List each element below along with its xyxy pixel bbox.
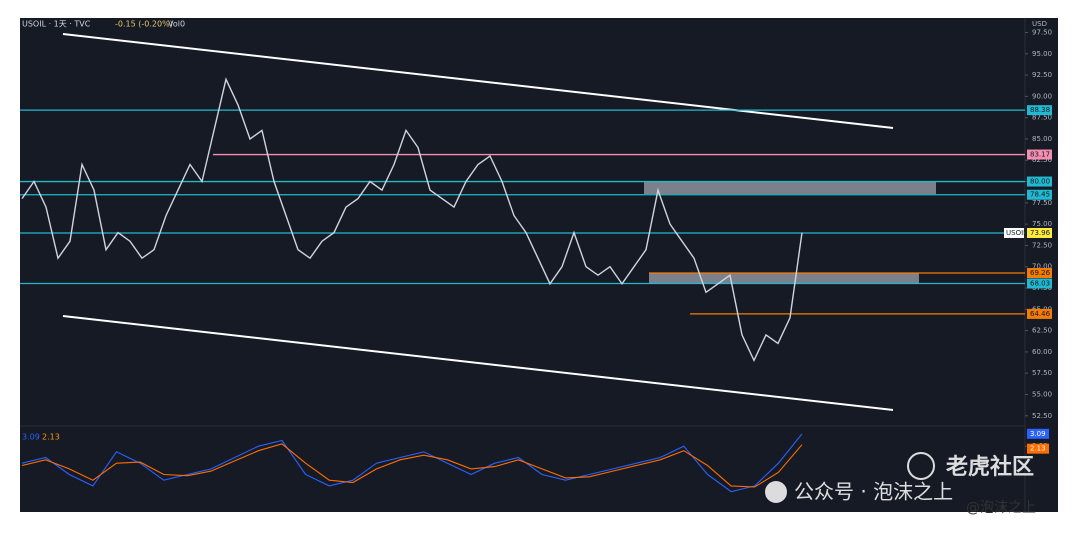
price-label-bg: [1027, 268, 1052, 279]
indicator-value: 3.09: [22, 433, 40, 442]
y-tick-label: 72.50: [1032, 241, 1052, 249]
watermark-account: 公众号 · 泡沫之上: [794, 480, 953, 504]
price-change: -0.15 (-0.20%): [115, 20, 173, 29]
support-zone: [649, 273, 919, 284]
y-tick-label: 77.50: [1032, 199, 1052, 207]
price-label-bg: [1027, 176, 1052, 187]
watermark-logo: [907, 452, 935, 480]
y-tick-label: 52.50: [1032, 412, 1052, 420]
price-tag-bg: [1004, 227, 1024, 238]
y-tick-label: 95.00: [1032, 50, 1052, 58]
symbol-header: USOIL · 1天 · TVC: [22, 20, 91, 29]
channel-bottom: [62, 315, 894, 411]
price-label-bg: [1027, 189, 1052, 200]
indicator-value: 2.13: [42, 433, 60, 442]
indicator-label-bg: [1027, 428, 1049, 439]
price-label: 68.03: [1030, 279, 1050, 287]
indicator-label: 3.09: [1030, 430, 1046, 438]
currency: USD: [1032, 20, 1047, 28]
indicator-label: 2.13: [1030, 445, 1046, 453]
volume-label: Vol0: [168, 20, 185, 29]
y-tick-label: 92.50: [1032, 71, 1052, 79]
channel-top: [62, 33, 894, 129]
indicator-label-bg: [1027, 443, 1049, 454]
y-tick-label: 60.00: [1032, 348, 1052, 356]
y-tick-label: 97.50: [1032, 28, 1052, 36]
price-label: 83.17: [1030, 151, 1050, 159]
price-label-bg: [1027, 227, 1052, 238]
indicator-line: [21, 433, 803, 493]
y-tick-label: 70.00: [1032, 263, 1052, 271]
price-label: 78.45: [1030, 191, 1050, 199]
y-tick-label: 62.50: [1032, 327, 1052, 335]
y-tick-label: 55.00: [1032, 390, 1052, 398]
watermark-icon: [765, 481, 787, 503]
watermark-brand: 老虎社区: [945, 454, 1034, 480]
price-label: 69.26: [1030, 269, 1051, 277]
price-label-bg: [1027, 278, 1052, 289]
resistance-zone: [644, 182, 936, 194]
price-line: [21, 77, 803, 363]
price-label-bg: [1027, 149, 1052, 160]
indicator-line: [21, 443, 803, 488]
y-tick-label: 87.50: [1032, 114, 1052, 122]
chart-background: [20, 18, 1058, 512]
price-label-bg: [1027, 105, 1052, 116]
price-label: 88.38: [1030, 106, 1050, 114]
y-tick-label: 57.50: [1032, 369, 1052, 377]
price-label-bg: [1027, 308, 1052, 319]
price-tag: USOIL: [1006, 229, 1027, 237]
price-label: 73.96: [1030, 229, 1051, 237]
watermark-handle: @泡沫之上: [966, 500, 1036, 516]
price-label: 64.46: [1030, 310, 1051, 318]
y-tick-label: 82.50: [1032, 156, 1052, 164]
y-tick-label: 90.00: [1032, 92, 1052, 100]
y-tick-label: 75.00: [1032, 220, 1052, 228]
price-label: 80.00: [1030, 178, 1050, 186]
y-tick-label: 85.00: [1032, 135, 1052, 143]
